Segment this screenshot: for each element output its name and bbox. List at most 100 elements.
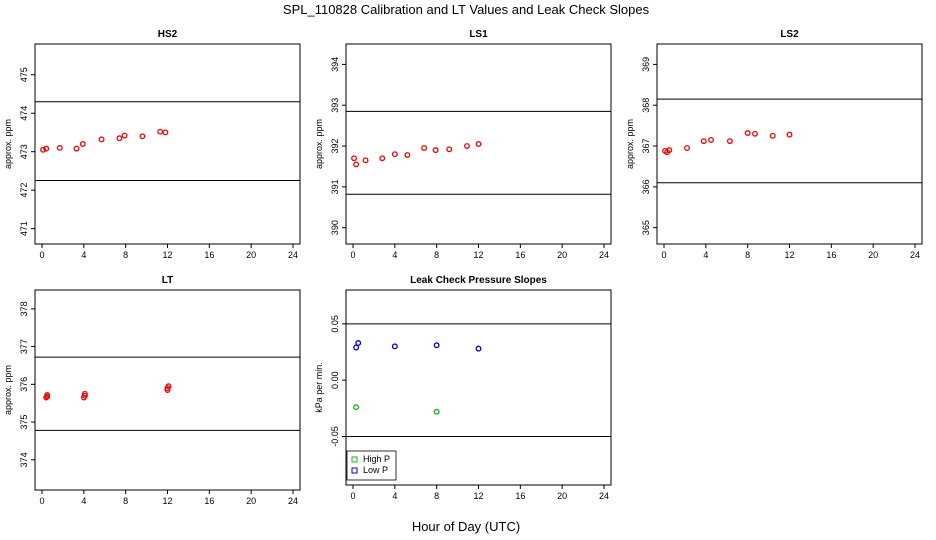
figure-title: SPL_110828 Calibration and LT Values and… (283, 2, 650, 17)
x-tick-label: 12 (473, 250, 483, 260)
panel-title: Leak Check Pressure Slopes (410, 275, 547, 286)
data-point (391, 343, 398, 350)
y-tick-label: 393 (330, 98, 340, 113)
x-tick-label: 12 (473, 491, 483, 501)
plot-frame (345, 43, 612, 245)
data-point (81, 390, 88, 397)
panel-title: LS2 (780, 29, 799, 40)
x-tick-label: 4 (81, 496, 86, 506)
y-tick-label: 474 (19, 106, 29, 121)
y-tick-label: 475 (19, 67, 29, 82)
x-tick-label: 4 (392, 491, 397, 501)
data-point (726, 138, 733, 145)
legend-label: Low P (363, 465, 388, 475)
data-point (433, 342, 440, 349)
x-tick-label: 16 (204, 496, 214, 506)
y-tick-label: 390 (330, 220, 340, 235)
panel-3: LT 0 4 8 12 16 20 24 374 375 376 377 378 approx. ppm (3, 275, 301, 506)
panel-title: HS2 (158, 29, 178, 40)
data-point (744, 130, 751, 136)
x-tick-label: 8 (434, 491, 439, 501)
y-tick-label: 0.05 (330, 315, 340, 333)
data-point (475, 141, 482, 147)
legend-swatch (351, 467, 358, 474)
y-tick-label: 471 (19, 221, 29, 236)
x-tick-label: 8 (745, 250, 750, 260)
data-point (121, 132, 128, 139)
x-tick-label: 20 (557, 491, 567, 501)
data-point (700, 138, 707, 145)
data-point (404, 152, 411, 158)
x-tick-label: 16 (204, 250, 214, 260)
x-tick-label: 24 (288, 496, 298, 506)
legend-label: High P (363, 454, 390, 464)
data-point (684, 145, 690, 152)
panel-title: LT (162, 275, 173, 286)
x-tick-label: 16 (515, 491, 525, 501)
data-point (464, 143, 470, 149)
y-tick-label: 0.00 (330, 371, 340, 389)
y-axis-label: approx. ppm (3, 119, 13, 169)
y-tick-label: 472 (19, 183, 29, 198)
x-tick-label: 8 (123, 250, 128, 260)
x-tick-label: 4 (81, 250, 86, 260)
data-point (44, 391, 51, 398)
x-tick-label: 12 (784, 250, 794, 260)
y-tick-label: 368 (641, 98, 651, 113)
y-axis-label: approx. ppm (625, 119, 635, 169)
data-point (379, 155, 386, 162)
x-tick-label: 4 (392, 250, 397, 260)
y-axis-label: approx. ppm (314, 119, 324, 169)
data-point (475, 345, 482, 352)
data-point (362, 157, 369, 164)
data-point (355, 340, 362, 346)
y-tick-label: 365 (641, 220, 651, 235)
x-tick-label: 8 (434, 250, 439, 260)
data-point (708, 136, 715, 143)
x-tick-label: 12 (162, 250, 172, 260)
x-tick-label: 12 (162, 496, 172, 506)
panel-1: LS1 0 4 8 12 16 20 24 390 391 392 393 394 approx. ppm (314, 29, 612, 260)
y-tick-label: 378 (19, 301, 29, 316)
x-tick-label: 0 (350, 250, 355, 260)
data-point (79, 141, 86, 147)
panels: HS2 0 4 8 12 16 20 24 471 472 473 474 475 approx. ppm… (3, 29, 923, 506)
data-point (666, 147, 673, 154)
y-tick-label: 369 (641, 57, 651, 72)
data-point (73, 145, 80, 152)
legend-swatch (351, 456, 358, 463)
y-tick-label: 394 (330, 57, 340, 72)
y-axis-label: approx. ppm (3, 365, 13, 415)
y-tick-label: 377 (19, 339, 29, 354)
x-tick-label: 24 (599, 250, 609, 260)
data-point (43, 145, 50, 152)
data-point (391, 151, 398, 158)
x-tick-label: 24 (288, 250, 298, 260)
data-point (98, 136, 105, 143)
x-tick-label: 0 (661, 250, 666, 260)
x-axis-title: Hour of Day (UTC) (412, 519, 520, 534)
data-point (446, 146, 453, 153)
x-tick-label: 16 (515, 250, 525, 260)
data-point (162, 129, 169, 136)
data-point (81, 392, 88, 399)
data-point (433, 408, 440, 415)
y-axis-label: kPa per min. (314, 362, 324, 413)
x-tick-label: 20 (868, 250, 878, 260)
data-point (139, 133, 146, 140)
y-tick-label: 391 (330, 179, 340, 194)
panel-4: Leak Check Pressure Slopes 0 4 8 12 16 20 24 -0.… (314, 275, 612, 501)
data-point (351, 155, 357, 162)
plot-frame (34, 43, 301, 245)
x-tick-label: 0 (350, 491, 355, 501)
data-point (353, 404, 360, 411)
data-point (116, 135, 123, 142)
x-tick-label: 20 (557, 250, 567, 260)
x-tick-label: 0 (39, 250, 44, 260)
y-tick-label: 376 (19, 377, 29, 392)
x-tick-label: 16 (826, 250, 836, 260)
data-point (157, 128, 164, 135)
x-tick-label: 8 (123, 496, 128, 506)
data-point (353, 344, 360, 351)
